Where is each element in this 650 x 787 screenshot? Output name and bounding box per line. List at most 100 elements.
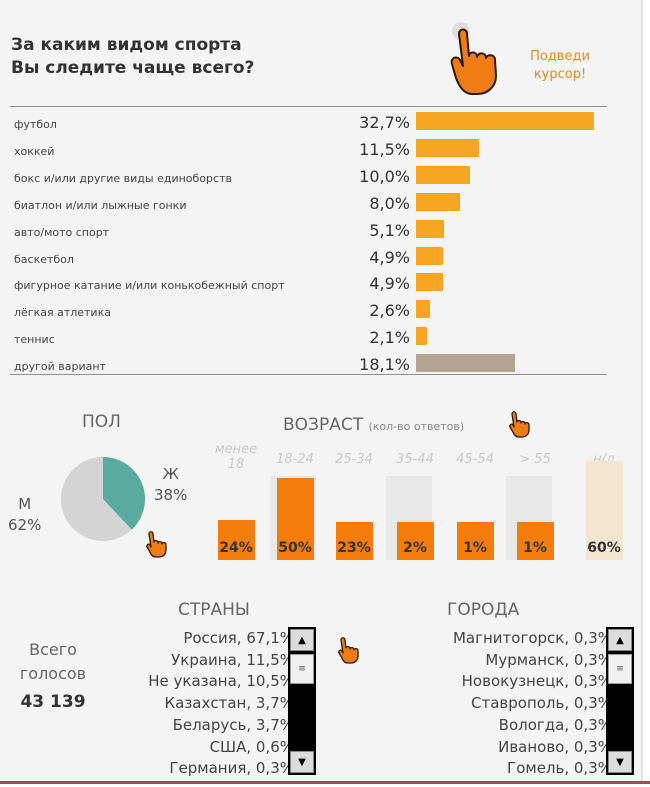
sport-percent: 11,5% bbox=[359, 139, 410, 159]
scroll-thumb[interactable]: ≡ bbox=[290, 654, 314, 684]
sport-percent: 4,9% bbox=[369, 247, 410, 267]
age-title-note: (кол-во ответов) bbox=[368, 420, 465, 433]
list-item[interactable]: Казахстан, 3,7% bbox=[164, 694, 288, 713]
sport-row[interactable]: биатлон и/или лыжные гонки 8,0% bbox=[14, 192, 614, 220]
list-item[interactable]: Ставрополь, 0,3% bbox=[471, 694, 606, 713]
sport-bar bbox=[416, 219, 444, 238]
pie-slice-male bbox=[61, 457, 132, 541]
list-item[interactable]: Украина, 11,5% bbox=[171, 650, 288, 669]
age-value-label: 1% bbox=[523, 540, 547, 556]
list-item[interactable]: Мурманск, 0,3% bbox=[485, 650, 606, 669]
age-bar bbox=[336, 522, 373, 560]
sport-bar bbox=[416, 138, 479, 157]
list-item[interactable]: Не указана, 10,5% bbox=[148, 672, 288, 691]
hover-hint-line2: курсор! bbox=[533, 67, 587, 82]
list-item[interactable]: Магнитогорск, 0,3% bbox=[452, 629, 606, 647]
age-bar bbox=[218, 520, 255, 560]
age-bar bbox=[397, 522, 434, 560]
pointing-hand-icon bbox=[450, 22, 497, 95]
age-category-label: 35-44 bbox=[396, 452, 434, 467]
age-value-label: 60% bbox=[587, 540, 621, 556]
age-value-label: 23% bbox=[337, 540, 371, 556]
age-category-label: 25-34 bbox=[335, 452, 373, 467]
scroll-thumb[interactable]: ≡ bbox=[608, 654, 632, 684]
sport-bar bbox=[416, 246, 443, 265]
sport-row[interactable]: авто/мото спорт 5,1% bbox=[14, 219, 614, 247]
gender-female-label: Ж 38% bbox=[154, 464, 187, 506]
list-item[interactable]: Беларусь, 3,7% bbox=[172, 715, 288, 734]
small-hand-icon bbox=[338, 637, 359, 664]
sport-row[interactable]: лёгкая атлетика 2,6% bbox=[14, 300, 614, 327]
sport-bar bbox=[416, 354, 515, 373]
sport-bar bbox=[416, 273, 443, 292]
list-item[interactable]: Россия, 67,1% bbox=[183, 629, 288, 647]
age-category-label: 18-24 bbox=[276, 452, 314, 467]
gender-male-name: М bbox=[18, 495, 32, 513]
age-bar bbox=[277, 477, 314, 560]
sport-row[interactable]: футбол 32,7% bbox=[14, 112, 614, 139]
small-hand-icon bbox=[509, 411, 530, 438]
sport-percent: 4,9% bbox=[369, 274, 410, 294]
sport-percent: 18,1% bbox=[359, 355, 410, 375]
sport-bar bbox=[416, 165, 471, 184]
total-votes-label: Всего голосов bbox=[12, 638, 94, 686]
sport-label: авто/мото спорт bbox=[14, 225, 110, 239]
sport-row[interactable]: бокс и/или другие виды единоборств 10,0% bbox=[14, 165, 614, 193]
total-votes-value: 43 139 bbox=[20, 692, 86, 712]
list-item[interactable]: Новокузнецк, 0,3% bbox=[461, 672, 606, 691]
sport-label: бокс и/или другие виды единоборств bbox=[14, 171, 232, 185]
scroll-down-button[interactable]: ▼ bbox=[608, 751, 632, 773]
list-item[interactable]: США, 0,6% bbox=[209, 737, 288, 756]
age-category-label: > 55 bbox=[519, 452, 551, 467]
sport-row[interactable]: хоккей 11,5% bbox=[14, 138, 614, 166]
age-bar bbox=[457, 522, 494, 560]
cities-title: ГОРОДА bbox=[447, 600, 520, 620]
scroll-up-button[interactable]: ▲ bbox=[290, 629, 314, 651]
sport-row[interactable]: теннис 2,1% bbox=[14, 327, 614, 354]
age-title: ВОЗРАСТ (кол-во ответов) bbox=[283, 415, 464, 435]
age-value-label: 1% bbox=[463, 540, 487, 556]
sport-bar bbox=[416, 112, 594, 130]
sport-label: биатлон и/или лыжные гонки bbox=[14, 198, 187, 212]
sport-row[interactable]: другой вариант 18,1% bbox=[14, 354, 614, 381]
hover-hint-line1: Подведи bbox=[530, 49, 590, 64]
cities-scrollbar[interactable]: ▲ ≡ ▼ bbox=[606, 627, 634, 775]
age-bar bbox=[586, 461, 623, 560]
cities-list[interactable]: Магнитогорск, 0,3% Мурманск, 0,3% Новокузн… bbox=[400, 627, 606, 779]
list-item[interactable]: Германия, 0,3% bbox=[169, 759, 288, 778]
age-value-label: 2% bbox=[403, 540, 427, 556]
poll-title-line1: За каким видом спорта bbox=[11, 35, 242, 55]
countries-scrollbar[interactable]: ▲ ≡ ▼ bbox=[288, 627, 316, 775]
sport-row[interactable]: фигурное катание и/или конькобежный спор… bbox=[14, 273, 614, 300]
list-item[interactable]: Вологда, 0,3% bbox=[498, 715, 606, 734]
scroll-up-button[interactable]: ▲ bbox=[608, 629, 632, 651]
small-hand-icon bbox=[146, 531, 167, 558]
gender-title: ПОЛ bbox=[82, 412, 121, 432]
poll-title-line2: Вы следите чаще всего? bbox=[11, 58, 255, 78]
sport-label: футбол bbox=[14, 118, 57, 131]
total-votes-label-line1: Всего bbox=[29, 640, 77, 659]
sport-percent: 2,6% bbox=[369, 301, 410, 321]
pie-slice-female bbox=[103, 457, 146, 530]
sport-bar bbox=[416, 300, 431, 319]
countries-list[interactable]: Россия, 67,1% Украина, 11,5% Не указана, 1… bbox=[100, 627, 288, 779]
bottom-divider bbox=[0, 781, 650, 784]
sport-label: фигурное катание и/или конькобежный спор… bbox=[14, 279, 285, 293]
hover-hint: Подведи курсор! bbox=[520, 48, 600, 84]
gender-female-name: Ж bbox=[162, 465, 179, 483]
sport-row[interactable]: баскетбол 4,9% bbox=[14, 246, 614, 274]
age-category-label: менее 18 bbox=[214, 442, 258, 472]
sport-label: баскетбол bbox=[14, 252, 74, 266]
scroll-down-button[interactable]: ▼ bbox=[290, 751, 314, 773]
list-item[interactable]: Иваново, 0,3% bbox=[498, 737, 606, 756]
sport-label: теннис bbox=[14, 333, 55, 347]
age-category-label: 45-54 bbox=[456, 452, 494, 467]
list-item[interactable]: Гомель, 0,3% bbox=[507, 759, 606, 778]
sport-percent: 8,0% bbox=[369, 193, 410, 213]
sport-percent: 5,1% bbox=[369, 220, 410, 240]
sport-percent: 32,7% bbox=[359, 113, 410, 132]
sport-label: хоккей bbox=[14, 144, 55, 158]
divider-bottom bbox=[10, 374, 607, 375]
sport-percent: 2,1% bbox=[369, 328, 410, 348]
